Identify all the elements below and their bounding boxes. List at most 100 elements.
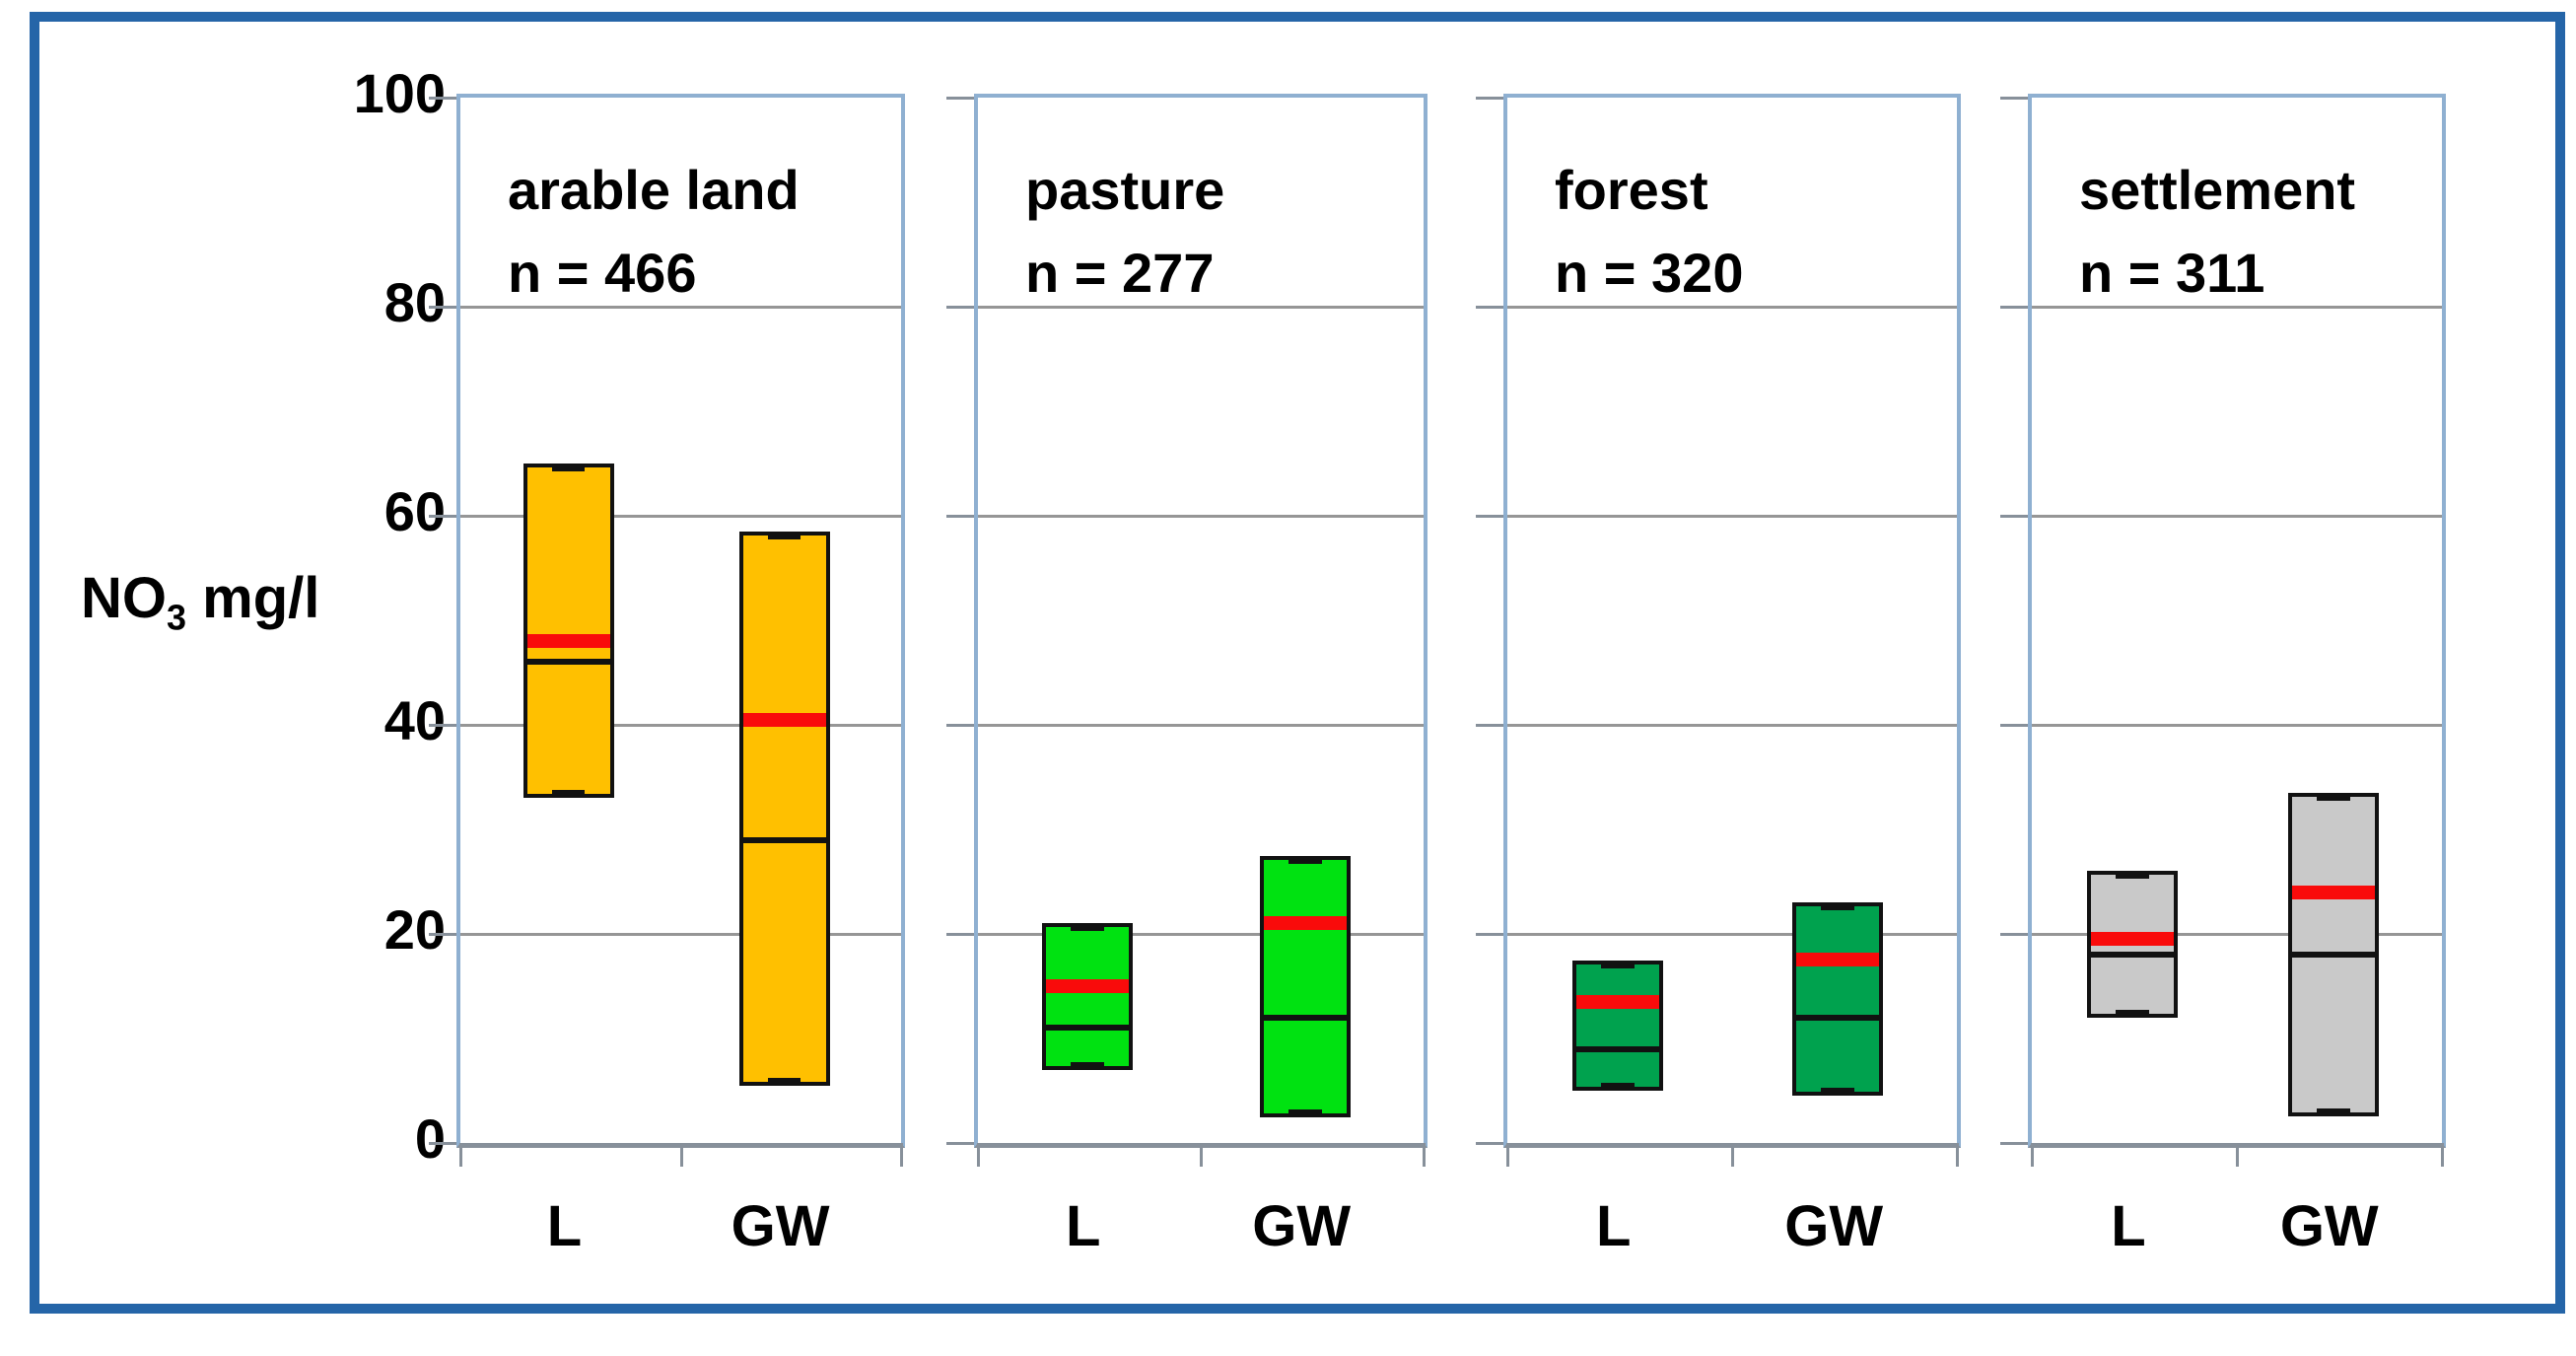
x-tick-mark	[1956, 1143, 1959, 1167]
y-tick-label-100: 100	[353, 62, 446, 124]
panel-title: arable land	[508, 159, 800, 221]
gridline-80	[460, 306, 901, 309]
max-whisker-dash	[1288, 857, 1322, 864]
y-tick-mark-0	[946, 1142, 974, 1145]
y-tick-mark-40	[946, 724, 974, 727]
gridline-40	[2032, 724, 2442, 727]
y-tick-mark-0	[1476, 1142, 1503, 1145]
panel-settlement: settlement n = 311	[2000, 94, 2446, 1167]
y-tick-mark-60	[1476, 515, 1503, 518]
y-tick-mark-100	[429, 97, 456, 100]
x-tick-mark	[977, 1143, 980, 1167]
y-tick-mark-100	[1476, 97, 1503, 100]
x-tick-mark	[679, 1143, 683, 1167]
panel-title: pasture	[1025, 159, 1225, 221]
median-line-black	[1796, 1014, 1880, 1021]
max-whisker-dash	[1070, 925, 1104, 932]
min-whisker-dash	[767, 1077, 801, 1084]
x-label-arable-land-L: L	[546, 1194, 583, 1258]
y-tick-mark-40	[1476, 724, 1503, 727]
median-line-black	[1045, 1025, 1129, 1032]
max-whisker-dash	[2116, 873, 2149, 880]
panel-title-block: settlement n = 311	[2079, 149, 2355, 315]
min-whisker-dash	[2116, 1009, 2149, 1016]
gridline-20	[978, 933, 1424, 936]
bar-pasture-GW	[1260, 855, 1352, 1117]
bar-pasture-L	[1041, 923, 1133, 1070]
outer-frame	[30, 12, 2565, 1314]
max-whisker-dash	[551, 465, 586, 471]
y-axis-title: NO3 mg/l	[81, 558, 416, 659]
y-tick-mark-80	[946, 306, 974, 309]
panel-n-count: n = 466	[508, 242, 697, 304]
max-whisker-dash	[2316, 794, 2350, 801]
y-tick-label-20: 20	[383, 898, 446, 961]
min-whisker-dash	[1600, 1083, 1635, 1089]
bar-arable-land-L	[522, 464, 614, 799]
x-tick-mark	[1423, 1143, 1426, 1167]
y-tick-mark-80	[2000, 306, 2028, 309]
mean-line-red	[1045, 978, 1129, 993]
y-tick-mark-60	[429, 515, 456, 518]
panel-arable-land: arable land n = 466	[429, 94, 905, 1167]
panel-n-count: n = 320	[1555, 242, 1744, 304]
y-tick-mark-20	[946, 933, 974, 936]
x-label-pasture-GW: GW	[1252, 1194, 1352, 1258]
mean-line-red	[2291, 885, 2375, 899]
x-tick-mark	[2031, 1143, 2034, 1167]
y-tick-mark-40	[429, 724, 456, 727]
x-label-forest-GW: GW	[1784, 1194, 1884, 1258]
mean-line-red	[1796, 953, 1880, 967]
panel-pasture: pasture n = 277	[946, 94, 1427, 1167]
mean-line-red	[742, 712, 826, 727]
y-axis-title-unit: mg/l	[202, 566, 320, 630]
y-tick-mark-0	[2000, 1142, 2028, 1145]
max-whisker-dash	[1600, 962, 1635, 968]
y-tick-mark-80	[429, 306, 456, 309]
gridline-20	[460, 933, 901, 936]
min-whisker-dash	[2316, 1108, 2350, 1115]
y-tick-label-0: 0	[414, 1107, 446, 1170]
x-label-pasture-L: L	[1066, 1194, 1101, 1258]
max-whisker-dash	[767, 533, 801, 539]
panel-title-block: pasture n = 277	[1025, 149, 1224, 315]
x-tick-mark	[459, 1143, 462, 1167]
gridline-80	[1507, 306, 1957, 309]
x-tick-mark	[2441, 1143, 2444, 1167]
panel-n-count: n = 311	[2079, 242, 2265, 304]
panel-title: forest	[1555, 159, 1708, 221]
panel-forest: forest n = 320	[1476, 94, 1961, 1167]
mean-line-red	[1575, 994, 1659, 1009]
x-tick-mark	[1200, 1143, 1203, 1167]
x-label-forest-L: L	[1596, 1194, 1632, 1258]
y-axis-title-chem: NO3	[81, 566, 186, 638]
bar-forest-L	[1571, 960, 1663, 1091]
panel-title: settlement	[2079, 159, 2356, 221]
median-line-black	[742, 836, 826, 843]
y-tick-mark-0	[429, 1142, 456, 1145]
gridline-60	[460, 515, 901, 518]
gridline-20	[2032, 933, 2442, 936]
y-tick-mark-80	[1476, 306, 1503, 309]
y-tick-label-40: 40	[383, 689, 446, 751]
y-tick-label-60: 60	[383, 480, 446, 542]
y-tick-mark-100	[946, 97, 974, 100]
y-tick-mark-20	[1476, 933, 1503, 936]
gridline-60	[1507, 515, 1957, 518]
min-whisker-dash	[1288, 1108, 1322, 1115]
y-tick-mark-60	[2000, 515, 2028, 518]
median-line-black	[1264, 1014, 1348, 1021]
mean-line-red	[526, 634, 610, 649]
x-tick-mark	[1731, 1143, 1734, 1167]
panel-n-count: n = 277	[1025, 242, 1215, 304]
min-whisker-dash	[1821, 1088, 1854, 1095]
panel-title-block: forest n = 320	[1555, 149, 1743, 315]
gridline-40	[460, 724, 901, 727]
y-tick-mark-100	[2000, 97, 2028, 100]
median-line-black	[1575, 1045, 1659, 1052]
gridline-60	[2032, 515, 2442, 518]
median-line-black	[2291, 952, 2375, 959]
gridline-40	[978, 724, 1424, 727]
max-whisker-dash	[1821, 904, 1854, 911]
